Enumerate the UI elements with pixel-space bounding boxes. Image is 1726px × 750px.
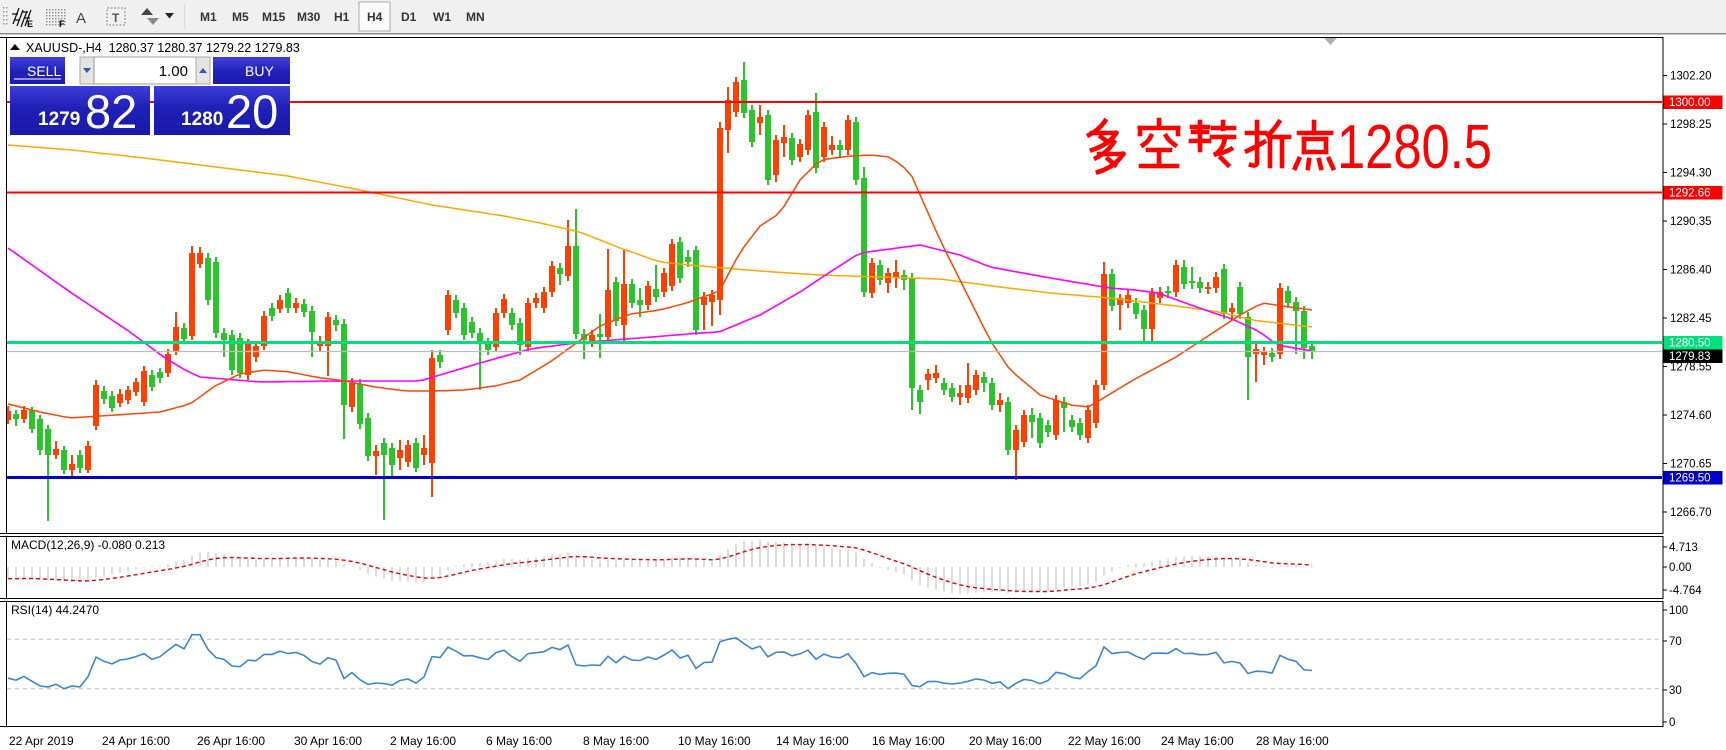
svg-text:0: 0 xyxy=(1669,717,1675,729)
svg-text:1302.20: 1302.20 xyxy=(1670,71,1712,83)
svg-text:6 May 16:00: 6 May 16:00 xyxy=(486,734,552,748)
svg-text:0.00: 0.00 xyxy=(1669,562,1691,574)
svg-text:1298.25: 1298.25 xyxy=(1670,119,1712,131)
svg-text:1279.83: 1279.83 xyxy=(1669,351,1711,363)
svg-text:F: F xyxy=(59,19,65,29)
svg-text:1290.35: 1290.35 xyxy=(1670,216,1712,228)
svg-text:4.713: 4.713 xyxy=(1669,542,1698,554)
svg-text:1269.50: 1269.50 xyxy=(1669,473,1711,485)
svg-text:1266.70: 1266.70 xyxy=(1670,507,1712,519)
svg-text:1278.55: 1278.55 xyxy=(1670,362,1712,374)
svg-text:H1: H1 xyxy=(334,10,350,24)
svg-text:M5: M5 xyxy=(232,10,249,24)
svg-text:1280.5: 1280.5 xyxy=(1337,113,1492,182)
svg-text:2 May 16:00: 2 May 16:00 xyxy=(390,734,456,748)
svg-text:1280: 1280 xyxy=(181,109,223,130)
svg-text:1279: 1279 xyxy=(38,109,80,130)
svg-text:16 May 16:00: 16 May 16:00 xyxy=(872,734,945,748)
svg-text:1282.45: 1282.45 xyxy=(1670,313,1712,325)
svg-text:1274.60: 1274.60 xyxy=(1670,410,1712,422)
svg-text:20 May 16:00: 20 May 16:00 xyxy=(969,734,1042,748)
svg-text:22 May 16:00: 22 May 16:00 xyxy=(1068,734,1141,748)
svg-text:28 May 16:00: 28 May 16:00 xyxy=(1256,734,1329,748)
svg-text:XAUUSD-,H4 1280.37 1280.37 12: XAUUSD-,H4 1280.37 1280.37 1279.22 1279.… xyxy=(26,41,300,55)
svg-text:1270.65: 1270.65 xyxy=(1670,459,1712,471)
svg-text:M1: M1 xyxy=(200,10,217,24)
svg-text:A: A xyxy=(76,10,86,27)
svg-text:E: E xyxy=(27,19,33,29)
svg-text:D1: D1 xyxy=(401,10,417,24)
svg-text:1294.30: 1294.30 xyxy=(1670,168,1712,180)
svg-text:H4: H4 xyxy=(367,10,383,24)
svg-text:82: 82 xyxy=(85,85,137,138)
svg-text:MN: MN xyxy=(466,10,485,24)
svg-text:1.00: 1.00 xyxy=(159,63,188,80)
svg-text:10 May 16:00: 10 May 16:00 xyxy=(678,734,751,748)
svg-text:M15: M15 xyxy=(262,10,286,24)
svg-text:W1: W1 xyxy=(433,10,451,24)
svg-text:30: 30 xyxy=(1669,685,1682,697)
svg-text:BUY: BUY xyxy=(245,63,274,79)
svg-text:20: 20 xyxy=(226,85,278,138)
svg-text:SELL: SELL xyxy=(27,63,61,79)
svg-text:1280.50: 1280.50 xyxy=(1669,338,1711,350)
svg-text:1286.40: 1286.40 xyxy=(1670,265,1712,277)
svg-text:8 May 16:00: 8 May 16:00 xyxy=(583,734,649,748)
svg-text:-4.764: -4.764 xyxy=(1669,585,1702,597)
svg-text:30 Apr 16:00: 30 Apr 16:00 xyxy=(294,734,362,748)
svg-text:70: 70 xyxy=(1669,636,1682,648)
svg-text:24 May 16:00: 24 May 16:00 xyxy=(1161,734,1234,748)
svg-text:MACD(12,26,9) -0.080 0.213: MACD(12,26,9) -0.080 0.213 xyxy=(11,538,165,552)
svg-text:100: 100 xyxy=(1669,605,1688,617)
svg-text:1292.66: 1292.66 xyxy=(1669,188,1711,200)
svg-text:RSI(14) 44.2470: RSI(14) 44.2470 xyxy=(11,603,99,617)
svg-text:22 Apr 2019: 22 Apr 2019 xyxy=(9,734,74,748)
svg-text:M30: M30 xyxy=(297,10,321,24)
svg-text:T: T xyxy=(112,11,120,25)
svg-text:26 Apr 16:00: 26 Apr 16:00 xyxy=(197,734,265,748)
svg-text:14 May 16:00: 14 May 16:00 xyxy=(776,734,849,748)
svg-text:1300.00: 1300.00 xyxy=(1669,97,1711,109)
svg-text:24 Apr 16:00: 24 Apr 16:00 xyxy=(102,734,170,748)
